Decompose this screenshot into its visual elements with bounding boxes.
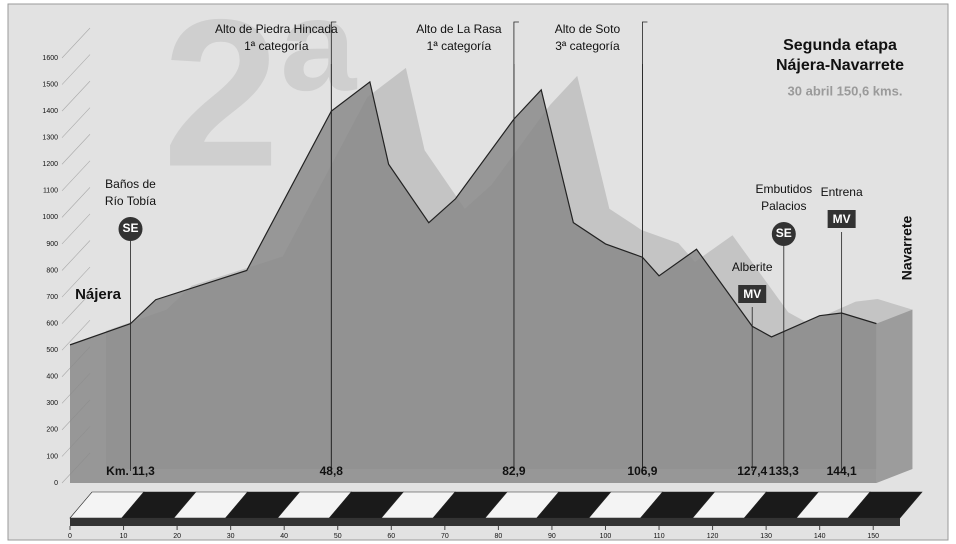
marker-km: 48,8 [320,464,344,478]
badge: MV [738,285,767,303]
grid-line [61,240,91,271]
badge-label: MV [743,287,761,301]
y-tick-label: 800 [46,267,58,274]
profile-line [69,80,877,346]
y-tick-label: 400 [46,374,58,381]
grid-line [61,266,91,298]
x-tick-label: 120 [707,533,719,540]
marker-km: 106,9 [627,464,657,478]
badge: SE [771,222,796,246]
x-tick-label: 0 [68,533,72,540]
x-tick-label: 90 [548,533,556,540]
y-tick-label: 1500 [42,81,58,88]
y-tick-label: 300 [46,400,58,407]
marker-km: 82,9 [502,464,526,478]
y-tick-label: 700 [46,294,58,301]
marker-km: Km. 11,3 [106,464,155,478]
marker-name: Alberite [732,260,773,274]
y-tick-label: 1000 [42,214,58,221]
finish-label: Navarrete [899,215,915,280]
x-tick-label: 30 [227,533,235,540]
x-tick-label: 10 [120,533,128,540]
marker-name: Embutidos [755,182,812,196]
grid-line [61,187,91,218]
y-tick-label: 600 [46,320,58,327]
chart-subtitle: Nájera-Navarrete [776,57,904,74]
badge: MV [827,210,856,228]
x-tick-label: 60 [387,533,395,540]
marker-name: Alto de Soto [555,22,621,36]
marker-km: 144,1 [827,464,857,478]
grid-line [61,80,91,112]
x-tick-label: 50 [334,533,342,540]
marker-name: 3ª categoría [555,39,620,53]
profile-side [876,309,913,483]
grid-line [61,319,91,351]
marker-name: Alto de Piedra Hincada [215,22,338,36]
grid-line [61,107,91,138]
y-tick-label: 1400 [42,108,58,115]
badge-shape [118,217,143,241]
y-tick-label: 0 [54,480,58,487]
grid-line [61,134,91,165]
x-tick-label: 140 [814,533,826,540]
x-tick-label: 40 [280,533,288,540]
x-tick-label: 130 [760,533,772,540]
x-tick-label: 80 [494,533,502,540]
x-tick-label: 70 [441,533,449,540]
marker-name: Río Tobía [105,194,156,208]
marker-name: Palacios [761,199,806,213]
badge-label: MV [833,212,851,226]
grid-line [61,213,91,245]
grid-line [61,54,91,85]
y-tick-label: 1100 [43,188,58,195]
marker-name: 1ª categoría [427,39,492,53]
badge-label: SE [776,226,792,240]
marker-name: 1ª categoría [244,39,309,53]
grid-line [61,293,91,324]
marker-km: 133,3 [769,464,799,478]
y-tick-label: 1300 [42,135,58,142]
marker-km: 127,4 [737,464,767,478]
x-tick-label: 110 [653,533,664,540]
y-tick-label: 1600 [42,55,58,62]
marker-name: Entrena [821,185,863,199]
marker-name: Baños de [105,177,156,191]
road-edge [70,518,900,526]
date-line: 30 abril 150,6 kms. [788,83,903,98]
y-tick-label: 500 [46,347,58,354]
profile-area [70,81,877,483]
badge-shape [771,222,796,246]
grid-line [61,160,91,192]
y-tick-label: 200 [46,427,58,434]
marker-name: Alto de La Rasa [416,22,502,36]
y-tick-label: 900 [46,241,58,248]
badge-label: SE [123,221,139,235]
badge-shape [738,285,767,303]
start-label: Nájera [75,286,122,303]
y-tick-label: 100 [46,453,58,460]
badge-shape [827,210,856,228]
y-tick-label: 1200 [42,161,58,168]
chart-title: Segunda etapa [783,37,897,54]
x-tick-label: 100 [600,533,612,540]
x-tick-label: 150 [867,533,879,540]
grid-line [61,27,91,59]
x-tick-label: 20 [173,533,181,540]
badge: SE [118,217,143,241]
